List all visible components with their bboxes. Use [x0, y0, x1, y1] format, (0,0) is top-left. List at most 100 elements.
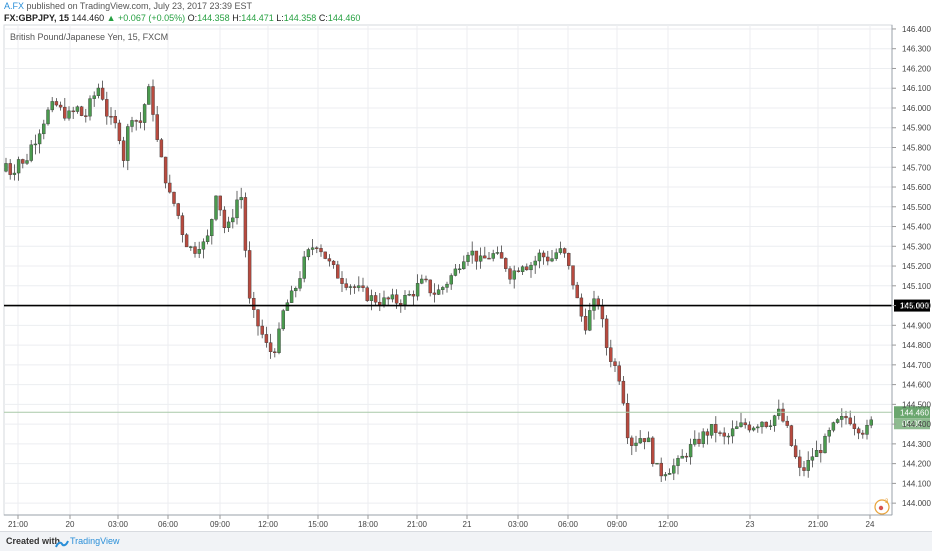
candle-body	[231, 217, 235, 223]
candle-body	[399, 303, 403, 305]
candle-body	[155, 114, 159, 140]
candle-body	[235, 199, 239, 219]
price-tick-label: 145.500	[902, 203, 931, 212]
candle-body	[550, 258, 554, 262]
candle-body	[466, 254, 470, 262]
candle-body	[861, 432, 865, 435]
candle-body	[504, 258, 508, 269]
candle-body	[823, 435, 827, 454]
candle-body	[42, 123, 46, 135]
candle-body	[684, 455, 689, 458]
candle-body	[365, 287, 369, 301]
candle-body	[646, 437, 651, 443]
candle-body	[751, 427, 756, 431]
price-chart[interactable]: 145.000 144.460 05:05 3 146.400 146.300 146.2…	[0, 0, 932, 531]
candle-body	[835, 419, 840, 423]
candle-body	[357, 285, 361, 288]
candle-body	[33, 143, 38, 146]
candle-body	[79, 106, 84, 116]
candle-body	[331, 260, 336, 265]
candle-body	[781, 408, 785, 422]
price-tick-label: 145.400	[902, 223, 931, 232]
time-tick-label: 12:00	[658, 520, 679, 529]
candle-body	[117, 122, 122, 141]
candle-body	[415, 283, 420, 297]
candle-body	[210, 219, 214, 237]
candle-body	[735, 426, 739, 429]
candle-body	[256, 309, 260, 327]
candle-body	[403, 295, 407, 305]
low-value: 144.358	[283, 13, 317, 23]
candle-body	[386, 297, 390, 300]
time-tick-label: 21	[463, 520, 472, 529]
candle-body	[50, 101, 54, 111]
candle-body	[520, 266, 525, 272]
last-price-badge	[894, 406, 930, 419]
candle-body	[113, 116, 117, 124]
candle-body	[12, 172, 17, 175]
candle-body	[617, 365, 621, 382]
candle-body	[239, 197, 243, 201]
candle-body	[25, 160, 29, 164]
candle-body	[575, 284, 579, 299]
chart-grid	[3, 24, 893, 516]
candle-body	[214, 195, 218, 220]
price-tick-label: 145.100	[902, 282, 931, 291]
price-tick-label: 146.100	[902, 84, 931, 93]
candle-body	[411, 294, 416, 297]
candle-body	[676, 458, 680, 466]
price-tick-label: 145.300	[902, 242, 931, 251]
price-tick-label: 144.800	[902, 341, 931, 350]
candle-body	[54, 101, 59, 106]
candle-body	[37, 133, 42, 145]
candle-body	[672, 465, 676, 474]
author-link[interactable]: A.FX	[4, 1, 25, 11]
chart-overlays: 145.000 144.460 05:05 3	[4, 299, 930, 515]
candle-body	[147, 86, 151, 105]
candle-body	[63, 106, 67, 119]
candle-body	[810, 456, 815, 461]
candle-body	[583, 316, 588, 331]
candle-body	[176, 203, 180, 216]
candle-body	[126, 126, 130, 161]
candle-body	[449, 275, 453, 285]
candle-body	[827, 430, 831, 437]
candle-body	[361, 285, 365, 288]
tradingview-logo-icon[interactable]	[55, 536, 69, 554]
candle-body	[457, 268, 462, 271]
candle-body	[709, 424, 714, 436]
candle-body	[798, 456, 802, 468]
candle-body	[764, 421, 768, 427]
candle-body	[567, 253, 571, 266]
candle-body	[621, 380, 626, 404]
candle-body	[193, 246, 197, 254]
candle-body	[344, 283, 348, 288]
price-tick-label: 146.000	[902, 104, 931, 113]
price-tick-label: 146.300	[902, 45, 931, 54]
candle-body	[277, 328, 281, 353]
candle-body	[529, 264, 533, 271]
candle-body	[554, 252, 558, 259]
candle-body	[793, 445, 798, 458]
publisher-line: A.FX published on TradingView.com, July …	[4, 1, 252, 11]
candle-body	[714, 424, 718, 433]
low-label: L:	[276, 13, 284, 23]
created-with-label: Created with	[6, 536, 61, 546]
close-label: C:	[318, 13, 328, 23]
candle-body	[306, 249, 311, 258]
candle-body	[285, 302, 290, 311]
price-tick-label: 144.300	[902, 440, 931, 449]
candle-body	[130, 120, 134, 127]
candle-body	[96, 87, 101, 96]
price-value: 144.460	[71, 13, 105, 23]
price-tick-label: 145.800	[902, 144, 931, 153]
tradingview-brand-link[interactable]: TradingView	[70, 536, 120, 546]
candle-body	[218, 195, 222, 211]
candle-body	[260, 325, 264, 335]
open-value: 144.358	[197, 13, 230, 23]
candle-body	[533, 260, 537, 266]
candle-body	[121, 140, 126, 161]
candle-body	[436, 289, 441, 295]
candle-body	[722, 432, 726, 437]
candle-body	[789, 425, 794, 446]
